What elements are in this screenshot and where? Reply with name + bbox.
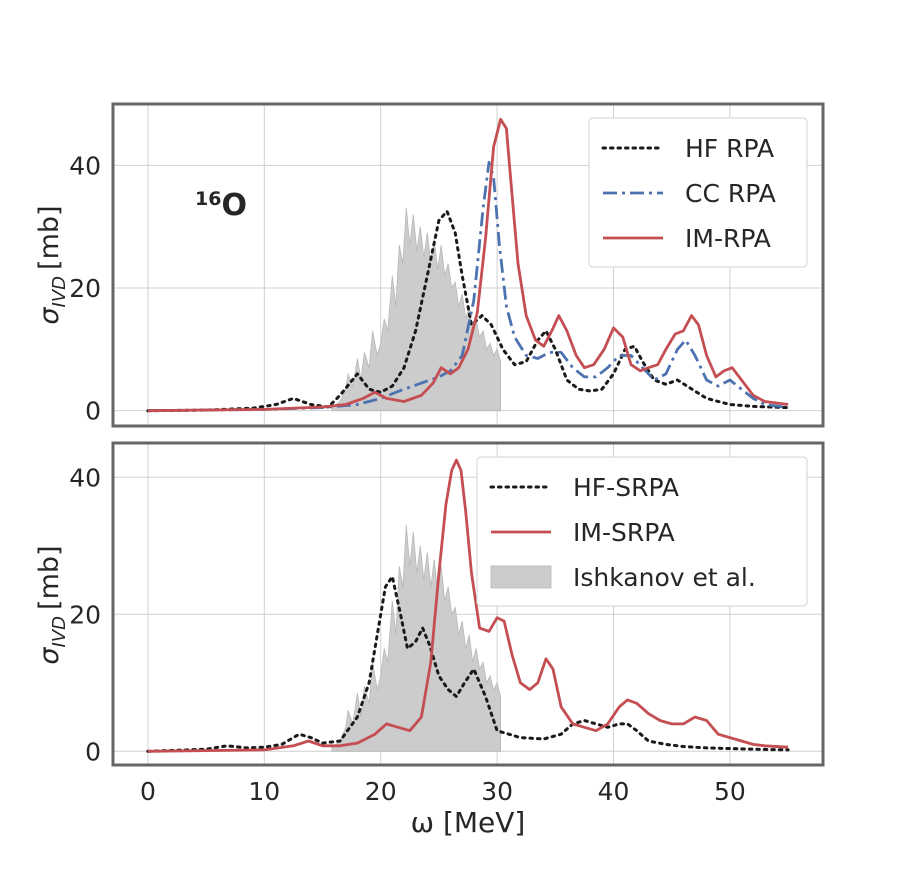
legend-label: HF-SRPA: [573, 473, 679, 502]
y-tick-label: 0: [85, 737, 101, 766]
series-line-im-rpa: [147, 117, 789, 413]
x-tick-label: 40: [598, 777, 630, 806]
legend-swatch: [490, 565, 552, 589]
y-tick-label: 40: [69, 151, 101, 180]
panel-bottom: 0 20 40 0 10 20 30 40 50 σIVD[mb] ω [MeV] HF-SR…: [34, 441, 825, 839]
x-tick-label: 20: [365, 777, 397, 806]
bottom-series-lines: [146, 458, 790, 753]
legend-label: Ishkanov et al.: [573, 563, 756, 592]
panel-top: 0 20 40 σIVD[mb] 16O HF RPA CC RPA IM-RPA: [34, 102, 825, 428]
experimental-area: [331, 208, 501, 412]
legend-label: IM-RPA: [685, 224, 771, 253]
series-line-hf-srpa: [146, 575, 790, 753]
x-axis-label: ω [MeV]: [411, 806, 526, 839]
series-line-im-srpa: [147, 458, 789, 753]
top-y-tick-labels: 0 20 40: [69, 151, 101, 425]
top-experimental-area: [331, 208, 501, 412]
legend-box: [476, 456, 808, 607]
x-tick-label: 30: [481, 777, 513, 806]
bottom-legend: HF-SRPA IM-SRPA Ishkanov et al.: [476, 456, 808, 607]
top-y-axis-label: σIVD[mb]: [34, 205, 70, 324]
legend-box: [588, 117, 808, 268]
series-line-cc-rpa: [147, 160, 789, 413]
nucleus-annotation: 16O: [195, 188, 247, 223]
legend-label: IM-SRPA: [573, 518, 675, 547]
x-tick-label: 50: [714, 777, 746, 806]
legend-label: HF RPA: [685, 134, 774, 163]
x-tick-label: 10: [248, 777, 280, 806]
bottom-y-axis-label: σIVD[mb]: [34, 545, 70, 664]
y-tick-label: 0: [85, 397, 101, 426]
bottom-y-tick-labels: 0 20 40: [69, 463, 101, 766]
legend-label: CC RPA: [685, 179, 776, 208]
bottom-axes-frame: [111, 441, 825, 767]
bottom-x-tick-labels: 0 10 20 30 40 50: [140, 777, 746, 806]
series-line-hf-rpa: [146, 209, 790, 413]
x-tick-label: 0: [140, 777, 156, 806]
top-series-lines: [146, 117, 790, 413]
y-tick-label: 20: [69, 274, 101, 303]
top-legend: HF RPA CC RPA IM-RPA: [588, 117, 808, 268]
top-axes-frame: [111, 102, 825, 428]
y-tick-label: 20: [69, 600, 101, 629]
y-tick-label: 40: [69, 463, 101, 492]
